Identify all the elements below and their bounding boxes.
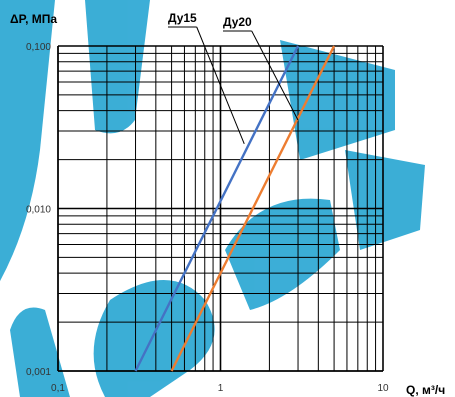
x-tick-label: 1 xyxy=(218,383,224,394)
watermark xyxy=(0,0,425,397)
y-tick-label: 0,010 xyxy=(26,205,51,216)
series-leader-line xyxy=(251,30,299,121)
x-tick-label: 10 xyxy=(377,383,389,394)
x-axis-title: Q, м³/ч xyxy=(406,383,445,397)
y-axis-title: ΔP, МПа xyxy=(10,12,57,26)
series-line-1 xyxy=(134,45,300,372)
series-labels: Ду15 Ду20 xyxy=(168,11,299,145)
series-leader-line xyxy=(196,26,245,145)
series-label-2: Ду20 xyxy=(223,15,252,29)
grid xyxy=(57,45,384,372)
series-line-2 xyxy=(170,45,336,372)
tick-labels: 0,1 1 10 0,001 0,010 0,100 xyxy=(26,42,389,394)
y-tick-label: 0,001 xyxy=(26,367,51,378)
axes xyxy=(57,46,383,372)
y-tick-label: 0,100 xyxy=(26,42,51,53)
series-label-1: Ду15 xyxy=(168,11,197,25)
x-tick-label: 0,1 xyxy=(51,383,65,394)
series-lines xyxy=(134,45,336,372)
